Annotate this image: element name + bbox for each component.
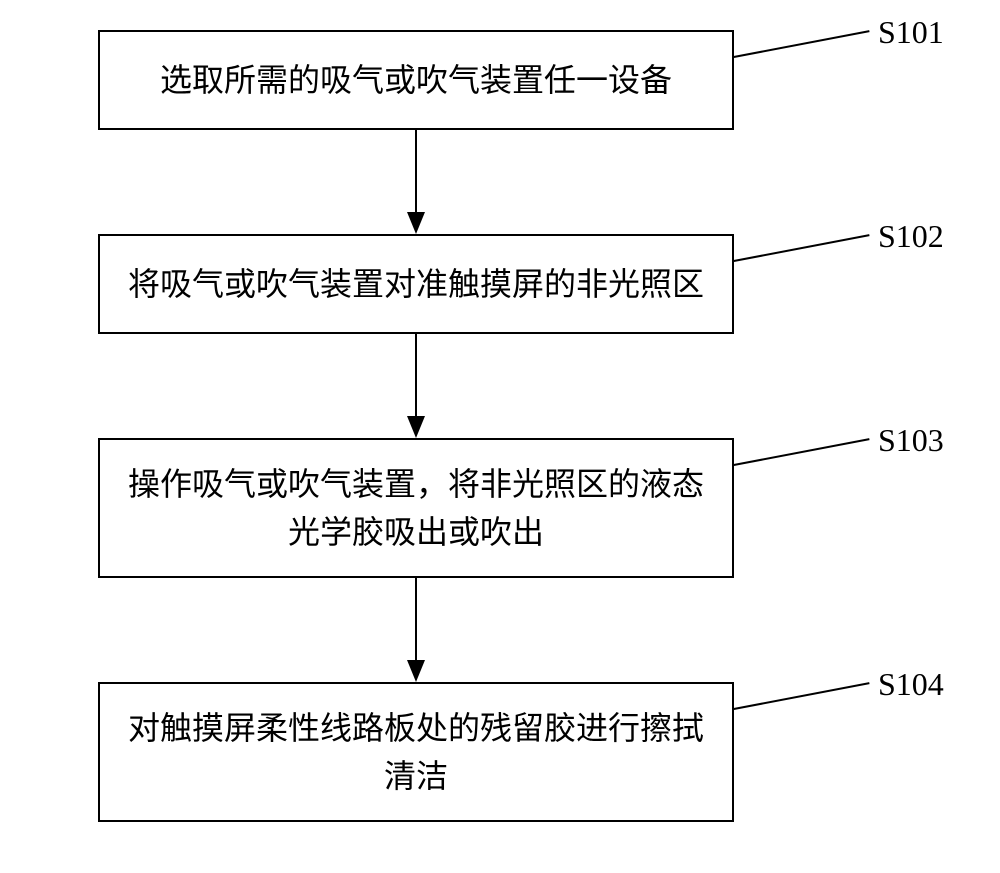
flow-step-text: 将吸气或吹气装置对准触摸屏的非光照区 <box>128 260 704 308</box>
step-label: S101 <box>878 14 944 51</box>
flow-step-text: 操作吸气或吹气装置，将非光照区的液态光学胶吸出或吹出 <box>118 460 714 556</box>
step-label: S104 <box>878 666 944 703</box>
label-connector-line <box>734 682 870 710</box>
label-connector-line <box>734 234 870 262</box>
flow-step-box: 选取所需的吸气或吹气装置任一设备 <box>98 30 734 130</box>
flow-step-box: 操作吸气或吹气装置，将非光照区的液态光学胶吸出或吹出 <box>98 438 734 578</box>
label-connector-line <box>734 30 870 58</box>
flow-arrow-down <box>396 578 436 682</box>
step-label: S103 <box>878 422 944 459</box>
flow-arrow-down <box>396 334 436 438</box>
flowchart-canvas: 选取所需的吸气或吹气装置任一设备 S101 将吸气或吹气装置对准触摸屏的非光照区 S1… <box>0 0 1000 873</box>
label-connector-line <box>734 438 870 466</box>
flow-arrow-down <box>396 130 436 234</box>
flow-step-box: 对触摸屏柔性线路板处的残留胶进行擦拭清洁 <box>98 682 734 822</box>
flow-step-box: 将吸气或吹气装置对准触摸屏的非光照区 <box>98 234 734 334</box>
flow-step-text: 选取所需的吸气或吹气装置任一设备 <box>160 56 672 104</box>
flow-step-text: 对触摸屏柔性线路板处的残留胶进行擦拭清洁 <box>118 704 714 800</box>
step-label: S102 <box>878 218 944 255</box>
